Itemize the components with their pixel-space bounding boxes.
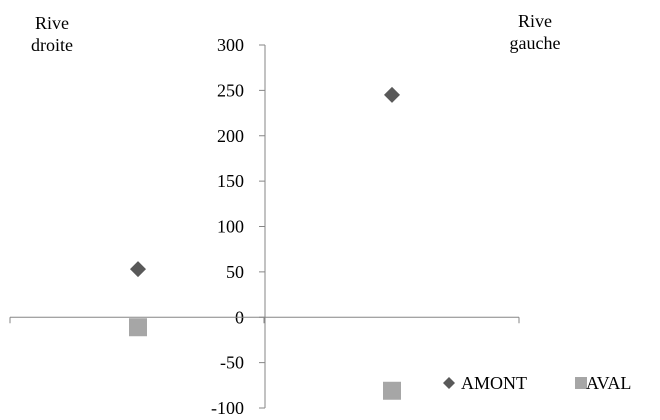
legend-marker-aval bbox=[575, 377, 587, 389]
left-bank-label-line1: Rive bbox=[35, 13, 69, 33]
data-point-amont bbox=[384, 86, 400, 103]
right-bank-label-line2: gauche bbox=[509, 33, 561, 53]
y-tick-label: -50 bbox=[220, 353, 244, 373]
y-tick-label: 300 bbox=[217, 35, 244, 55]
data-point-amont bbox=[130, 261, 146, 278]
data-point-aval bbox=[129, 318, 147, 337]
legend-label-aval: AVAL bbox=[586, 373, 631, 393]
y-tick-label: 250 bbox=[217, 80, 244, 100]
right-bank-label-line1: Rive bbox=[518, 11, 552, 31]
left-bank-label-line2: droite bbox=[31, 35, 73, 55]
y-tick-label: 200 bbox=[217, 126, 244, 146]
left-bank-label: Rive droite bbox=[22, 12, 82, 56]
y-tick-label: 50 bbox=[226, 262, 244, 282]
right-bank-label: Rive gauche bbox=[495, 10, 575, 54]
data-point-aval bbox=[383, 381, 401, 400]
legend-label-amont: AMONT bbox=[461, 373, 527, 393]
legend-marker-amont bbox=[443, 377, 455, 389]
y-tick-label: 100 bbox=[217, 217, 244, 237]
y-tick-label: -100 bbox=[211, 398, 244, 418]
y-tick-label: 150 bbox=[217, 171, 244, 191]
